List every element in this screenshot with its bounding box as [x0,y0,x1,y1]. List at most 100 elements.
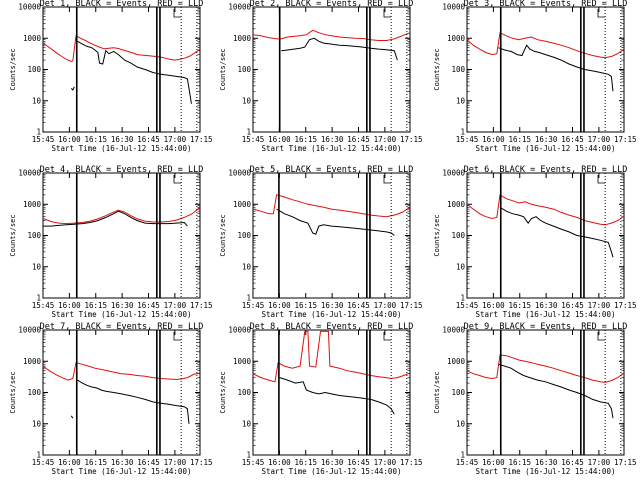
panel-title: Det 4, BLACK = Events, RED = LLD [40,165,204,175]
x-tick-label: 16:00 [58,135,81,144]
x-tick-label: 16:15 [508,301,531,310]
y-tick-label: 10000 [442,326,465,335]
y-tick-label: 100 [451,388,465,397]
y-axis-label: Counts/sec [433,214,441,256]
y-tick-label: 10000 [18,169,41,178]
events-series-line [70,379,190,424]
corner-bracket-mark [383,9,391,18]
plot-frame [42,329,201,456]
x-tick-label: 16:30 [321,458,344,467]
panel-det-1: Det 1, BLACK = Events, RED = LLD 1 10 100 10… [9,0,213,153]
y-tick-label: 1 [36,294,41,303]
x-tick-label: 15:45 [32,135,55,144]
x-tick-label: 16:00 [482,301,505,310]
y-tick-label: 1 [460,128,465,137]
panel-title: Det 9, BLACK = Events, RED = LLD [464,322,628,332]
panel-title: Det 8, BLACK = Events, RED = LLD [250,322,414,332]
y-tick-label: 100 [451,65,465,74]
lld-series-line [467,193,624,226]
events-series-line [498,363,614,419]
x-tick-label: 17:15 [190,301,213,310]
y-tick-label: 10 [242,262,252,271]
panel-title: Det 6, BLACK = Events, RED = LLD [464,165,628,175]
plot-frame [42,172,201,299]
x-tick-label: 16:00 [268,135,291,144]
x-axis-label: Start Time (16-Jul-12 15:44:00) [476,467,616,476]
x-axis-label: Start Time (16-Jul-12 15:44:00) [476,310,616,319]
x-tick-label: 15:45 [242,458,265,467]
y-tick-label: 10 [456,96,466,105]
x-tick-label: 17:15 [400,135,423,144]
x-tick-label: 17:00 [374,458,397,467]
x-tick-label: 15:45 [456,301,479,310]
y-axis-label: Counts/sec [433,48,441,90]
y-axis-label: Counts/sec [433,371,441,413]
lld-series-line [253,194,410,218]
lld-series-line [253,330,410,383]
y-axis-label: Counts/sec [219,48,227,90]
plot-frame [42,6,201,133]
x-tick-label: 16:45 [561,135,584,144]
x-tick-label: 17:15 [400,458,423,467]
x-tick-label: 16:30 [321,301,344,310]
panel-title: Det 5, BLACK = Events, RED = LLD [250,165,414,175]
events-series-line [43,210,188,227]
panel-det-3: Det 3, BLACK = Events, RED = LLD 1 10 100 10… [433,0,637,153]
x-axis-label: Start Time (16-Jul-12 15:44:00) [262,467,402,476]
y-tick-label: 100 [237,65,251,74]
y-tick-label: 100 [451,231,465,240]
corner-bracket-mark [597,332,605,341]
x-tick-label: 16:15 [84,458,107,467]
x-tick-label: 17:00 [374,135,397,144]
y-tick-label: 1000 [447,34,466,43]
y-tick-label: 10 [456,419,466,428]
x-tick-label: 15:45 [32,458,55,467]
y-tick-label: 1000 [23,357,42,366]
y-tick-label: 1 [460,451,465,460]
x-tick-label: 16:15 [84,301,107,310]
panel-det-2: Det 2, BLACK = Events, RED = LLD 1 10 100 10… [219,0,423,153]
panel-det-4: Det 4, BLACK = Events, RED = LLD 1 10 100 10… [9,165,213,319]
x-tick-label: 16:30 [535,135,558,144]
plot-frame [252,329,411,456]
x-tick-label: 16:00 [58,301,81,310]
x-tick-label: 16:30 [111,301,134,310]
x-tick-label: 16:30 [535,458,558,467]
y-tick-label: 100 [237,388,251,397]
y-axis-label: Counts/sec [9,214,17,256]
y-tick-label: 10 [456,262,466,271]
y-tick-label: 10 [242,96,252,105]
plot-frame [252,172,411,299]
x-tick-label: 17:00 [374,301,397,310]
x-tick-label: 16:00 [268,458,291,467]
x-tick-label: 17:15 [614,301,637,310]
events-series-line [276,208,395,236]
x-tick-label: 17:00 [588,301,611,310]
y-tick-label: 100 [27,388,41,397]
panel-title: Det 1, BLACK = Events, RED = LLD [40,0,204,9]
plot-frame [466,329,625,456]
events-series-line [70,40,192,104]
x-tick-label: 17:15 [190,458,213,467]
x-tick-label: 16:45 [347,301,370,310]
y-tick-label: 10000 [18,326,41,335]
x-axis-label: Start Time (16-Jul-12 15:44:00) [52,144,192,153]
x-tick-label: 16:00 [58,458,81,467]
y-tick-label: 10000 [442,169,465,178]
x-tick-label: 17:00 [164,458,187,467]
lld-series-line [467,31,624,59]
plot-frame [466,6,625,133]
x-axis-label: Start Time (16-Jul-12 15:44:00) [476,144,616,153]
x-axis-label: Start Time (16-Jul-12 15:44:00) [262,310,402,319]
x-tick-label: 16:30 [321,135,344,144]
corner-bracket-mark [173,332,181,341]
x-tick-label: 16:45 [137,135,160,144]
y-tick-label: 1 [246,451,251,460]
y-tick-label: 10 [32,419,42,428]
x-tick-label: 16:15 [84,135,107,144]
x-tick-label: 16:45 [561,301,584,310]
y-tick-label: 1 [36,451,41,460]
y-tick-label: 100 [237,231,251,240]
y-tick-label: 10000 [228,169,251,178]
